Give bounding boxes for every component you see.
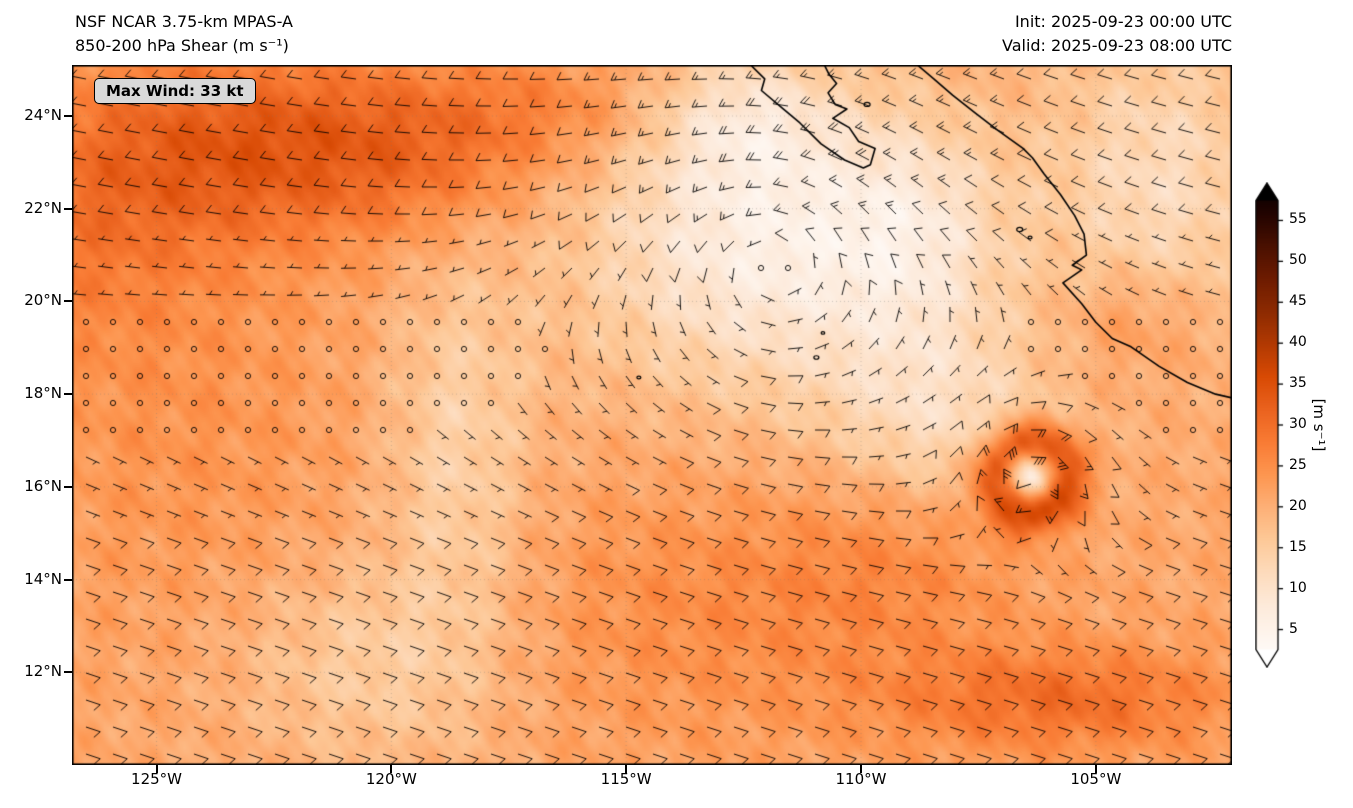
lon-tick-mark: [155, 765, 158, 773]
colorbar-tick-label: 20: [1289, 497, 1307, 514]
lon-tick-label: 115°W: [600, 770, 652, 788]
map-panel: Max Wind: 33 kt: [72, 65, 1232, 765]
title-block: NSF NCAR 3.75-km MPAS-A 850-200 hPa Shea…: [75, 10, 293, 58]
lat-tick-label: 24°N: [24, 105, 62, 124]
lat-tick-mark: [64, 578, 72, 581]
max-wind-badge: Max Wind: 33 kt: [94, 78, 256, 104]
field-subtitle: 850-200 hPa Shear (m s⁻¹): [75, 36, 289, 55]
lat-tick-mark: [64, 300, 72, 303]
colorbar-unit-label: [m s⁻¹]: [1310, 398, 1328, 452]
valid-time-label: Valid: 2025-09-23 08:00 UTC: [1001, 36, 1232, 55]
lon-tick-label: 110°W: [835, 770, 887, 788]
time-block: Init: 2025-09-23 00:00 UTC Valid: 2025-0…: [0, 10, 1232, 58]
colorbar-tick-label: 50: [1289, 252, 1307, 269]
colorbar-tick-label: 5: [1289, 620, 1298, 637]
lat-tick-mark: [64, 114, 72, 117]
lat-tick-mark: [64, 485, 72, 488]
lon-tick-mark: [1094, 765, 1097, 773]
lon-tick-mark: [859, 765, 862, 773]
lon-tick-mark: [390, 765, 393, 773]
lat-tick-mark: [64, 393, 72, 396]
lon-tick-label: 120°W: [365, 770, 417, 788]
lon-tick-mark: [625, 765, 628, 773]
colorbar: [1255, 182, 1287, 668]
shear-map-canvas: [72, 65, 1232, 765]
model-title: NSF NCAR 3.75-km MPAS-A: [75, 12, 293, 31]
colorbar-tick-label: 35: [1289, 375, 1307, 392]
lat-tick-mark: [64, 671, 72, 674]
colorbar-tick-label: 25: [1289, 456, 1307, 473]
colorbar-tick-label: 15: [1289, 538, 1307, 555]
init-time-label: Init: 2025-09-23 00:00 UTC: [1014, 12, 1232, 31]
lon-tick-label: 125°W: [131, 770, 183, 788]
lon-tick-label: 105°W: [1070, 770, 1122, 788]
lat-tick-label: 18°N: [24, 384, 62, 403]
colorbar-tick-label: 55: [1289, 211, 1307, 228]
colorbar-tick-label: 10: [1289, 579, 1307, 596]
lat-tick-label: 14°N: [24, 569, 62, 588]
colorbar-tick-label: 40: [1289, 334, 1307, 351]
lat-tick-label: 16°N: [24, 476, 62, 495]
lat-tick-label: 12°N: [24, 662, 62, 681]
lat-tick-label: 22°N: [24, 198, 62, 217]
colorbar-tick-label: 30: [1289, 416, 1307, 432]
colorbar-tick-label: 45: [1289, 293, 1307, 310]
lat-tick-label: 20°N: [24, 291, 62, 310]
lat-tick-mark: [64, 207, 72, 210]
